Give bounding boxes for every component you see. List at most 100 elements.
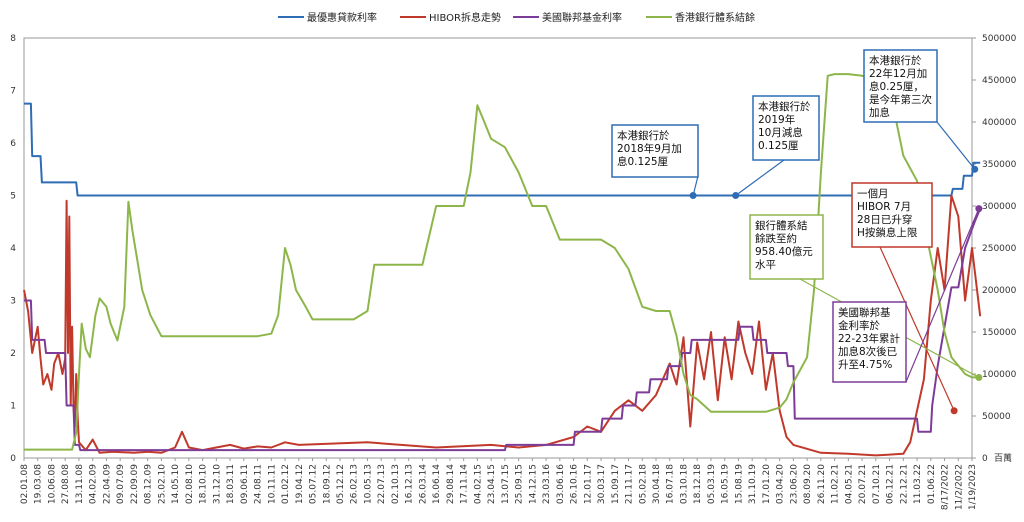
x-tick-label: 29.08.14 (446, 464, 456, 504)
x-tick-label: 18.03.11 (226, 464, 236, 504)
x-tick-label: 26.11.20 (817, 464, 827, 504)
x-tick-label: 04.02.15 (473, 464, 483, 504)
x-tick-label: 23.04.15 (487, 464, 497, 504)
annotation-text: 美國聯邦基金利率於 22-23年累計加息8次後已升至4.75% (838, 306, 901, 371)
annotation-text: 銀行體系結餘跌至約 958.40億元水平 (755, 219, 813, 271)
x-tick-label: 14.12.15 (528, 464, 538, 504)
x-tick-label: 8/17/2022 (941, 464, 951, 510)
annotation-marker (732, 192, 740, 199)
y-right-tick-label: 500000 (982, 34, 1017, 44)
x-tick-label: 17.11.14 (460, 464, 470, 504)
y-right-unit-label: 百萬 (994, 452, 1012, 464)
annotation-text: 一個月 HIBOR 7月 28日已升穿 H按鎖息上限 (857, 187, 918, 239)
annotation-box (752, 95, 820, 161)
x-tick-label: 05.07.12 (309, 464, 319, 504)
y-right-tick-label: 50000 (982, 412, 1011, 422)
y-left-tick-label: 7 (10, 87, 16, 97)
annotation-marker (971, 165, 979, 173)
y-right-tick-label: 400000 (982, 118, 1017, 128)
x-tick-label: 01.02.12 (281, 464, 291, 504)
x-tick-label: 13.11.08 (75, 464, 85, 504)
x-tick-label: 18.09.12 (322, 464, 332, 504)
x-tick-label: 26.02.13 (350, 464, 360, 504)
y-right-tick-label: 350000 (982, 160, 1017, 170)
x-tick-label: 19.04.12 (295, 464, 305, 504)
x-tick-label: 15.08.19 (734, 464, 744, 504)
annotation-marker (689, 192, 697, 199)
legend: 最優惠貸款利率 HIBOR拆息走勢 美國聯邦基金利率 香港銀行體系結餘 (278, 11, 755, 24)
x-tick-label: 16.06.14 (432, 464, 442, 504)
x-tick-label: 01.06.22 (927, 464, 937, 504)
x-tick-label: 05.03.19 (707, 464, 717, 504)
annotation-marker (950, 407, 958, 415)
x-axis: 02.01.08 19.03.08 10.06.08 27.08.08 13.11.08… (20, 458, 978, 510)
x-tick-label: 10.06.08 (47, 464, 57, 504)
x-tick-label: 19.03.08 (34, 464, 44, 504)
y-left-tick-label: 6 (10, 139, 16, 149)
annotation-text: 本港銀行於 22年12月加息0.25厘，是今年第三次加息 (869, 54, 932, 119)
x-tick-label: 21.11.17 (625, 464, 635, 504)
x-tick-label: 03.04.20 (776, 464, 786, 504)
x-tick-label: 02.01.08 (20, 464, 30, 504)
x-tick-label: 08.09.20 (803, 464, 813, 504)
x-tick-label: 09.07.09 (116, 464, 126, 504)
x-tick-label: 25.02.10 (157, 464, 167, 504)
annotation-leader (735, 159, 785, 196)
series-line (24, 73, 981, 451)
x-tick-label: 04.05.21 (844, 464, 854, 504)
y-right-tick-label: 0 (982, 454, 988, 464)
x-tick-label: 22.12.21 (899, 464, 909, 504)
y-right-tick-label: 450000 (982, 76, 1017, 86)
y-left-tick-label: 5 (10, 192, 16, 202)
x-tick-label: 14.05.10 (171, 464, 181, 504)
x-tick-label: 22.04.09 (102, 464, 112, 504)
y-right-tick-label: 150000 (982, 328, 1017, 338)
x-tick-label: 13.07.15 (501, 464, 511, 504)
legend-label: 最優惠貸款利率 (307, 11, 377, 24)
x-tick-label: 22.09.09 (130, 464, 140, 504)
x-tick-label: 15.09.17 (611, 464, 621, 504)
x-tick-label: 30.04.18 (652, 464, 662, 504)
annotation-box (611, 124, 699, 178)
legend-label: 美國聯邦基金利率 (542, 11, 622, 24)
series-layer (23, 73, 982, 457)
y-right-tick-label: 100000 (982, 370, 1017, 380)
x-tick-label: 18.12.18 (693, 464, 703, 504)
annotation-text: 本港銀行於 2018年9月加息0.125厘 (617, 129, 682, 168)
series-line (24, 102, 981, 197)
annotation-box (832, 301, 907, 383)
x-tick-label: 06.12.21 (886, 464, 896, 504)
x-tick-label: 11.03.22 (913, 464, 923, 504)
x-tick-label: 20.07.21 (858, 464, 868, 504)
annotation-box (749, 214, 824, 280)
x-tick-label: 03.10.18 (679, 464, 689, 504)
annotation-marker (975, 373, 983, 381)
legend-label: HIBOR拆息走勢 (429, 11, 501, 24)
annotation-leader (879, 246, 955, 411)
x-tick-label: 30.03.17 (597, 464, 607, 504)
x-tick-label: 02.08.10 (185, 464, 195, 504)
x-tick-label: 05.02.18 (638, 464, 648, 504)
series-line (24, 208, 982, 452)
x-tick-label: 16.12.13 (405, 464, 415, 504)
x-tick-label: 22.07.13 (377, 464, 387, 504)
x-tick-label: 04.02.09 (89, 464, 99, 504)
legend-label: 香港銀行體系結餘 (675, 11, 755, 24)
y-right-tick-label: 200000 (982, 286, 1017, 296)
y-right-tick-label: 300000 (982, 202, 1017, 212)
x-tick-label: 11/2/2022 (954, 464, 964, 510)
annotation-marker (975, 205, 983, 213)
x-tick-label: 25.09.15 (515, 464, 525, 504)
plot-area (23, 37, 973, 459)
annotations-layer: 本港銀行於 2018年9月加息0.125厘 本港銀行於 2019年 10月減息 0.125… (611, 49, 983, 415)
x-tick-label: 23.06.20 (789, 464, 799, 504)
x-tick-label: 16.05.19 (721, 464, 731, 504)
x-tick-label: 09.06.11 (240, 464, 250, 504)
x-tick-label: 10.05.13 (363, 464, 373, 504)
annotation-leader (936, 121, 976, 170)
x-tick-label: 10.11.11 (267, 464, 277, 504)
x-tick-label: 12.01.17 (583, 464, 593, 504)
annotation-text: 本港銀行於 2019年 10月減息 0.125厘 (758, 100, 811, 152)
annotation-box (851, 182, 933, 248)
